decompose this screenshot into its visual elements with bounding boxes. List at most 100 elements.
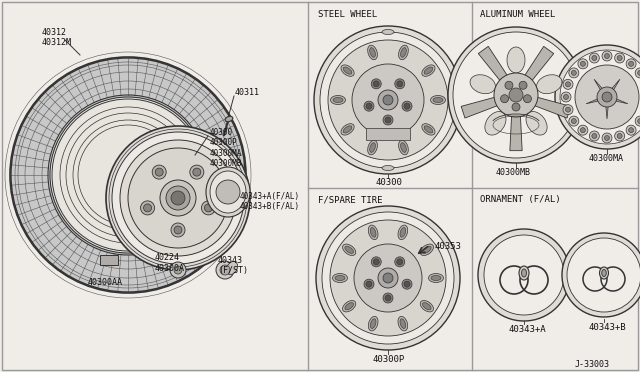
Circle shape	[378, 90, 398, 110]
Ellipse shape	[399, 45, 408, 60]
Polygon shape	[586, 97, 602, 104]
Polygon shape	[605, 103, 609, 119]
Ellipse shape	[330, 96, 346, 105]
Ellipse shape	[424, 126, 433, 133]
Circle shape	[160, 180, 196, 216]
Ellipse shape	[519, 266, 529, 280]
Text: ALUMINUM WHEEL: ALUMINUM WHEEL	[480, 10, 556, 19]
Circle shape	[617, 55, 622, 61]
Ellipse shape	[400, 319, 406, 328]
Ellipse shape	[507, 47, 525, 73]
Circle shape	[171, 223, 185, 237]
Polygon shape	[612, 97, 628, 104]
Circle shape	[580, 61, 586, 66]
Circle shape	[512, 103, 520, 111]
Text: 40300A: 40300A	[155, 264, 185, 273]
Circle shape	[484, 235, 564, 315]
Text: 40224: 40224	[155, 253, 180, 262]
Circle shape	[572, 119, 577, 124]
Circle shape	[383, 293, 393, 303]
Ellipse shape	[422, 65, 435, 76]
Ellipse shape	[371, 319, 376, 328]
Circle shape	[567, 238, 640, 312]
Circle shape	[569, 116, 579, 126]
Circle shape	[505, 81, 513, 89]
Ellipse shape	[401, 48, 406, 57]
Ellipse shape	[382, 29, 394, 35]
Text: 40300AA: 40300AA	[88, 278, 123, 287]
Circle shape	[578, 59, 588, 69]
Circle shape	[635, 68, 640, 78]
Text: ORNAMENT (F/AL): ORNAMENT (F/AL)	[480, 195, 561, 204]
Ellipse shape	[368, 225, 378, 240]
Circle shape	[569, 68, 579, 78]
Circle shape	[605, 54, 609, 58]
Ellipse shape	[429, 273, 444, 282]
Circle shape	[366, 103, 372, 109]
Circle shape	[204, 204, 212, 212]
Ellipse shape	[343, 67, 352, 74]
Ellipse shape	[341, 65, 354, 76]
Text: 40300MB: 40300MB	[496, 168, 531, 177]
Ellipse shape	[398, 225, 408, 240]
Circle shape	[626, 59, 636, 69]
Text: 40343
(F/ST): 40343 (F/ST)	[218, 256, 248, 275]
Circle shape	[563, 94, 568, 99]
Circle shape	[328, 40, 448, 160]
Circle shape	[563, 105, 573, 115]
Circle shape	[314, 26, 462, 174]
Circle shape	[395, 79, 404, 89]
Ellipse shape	[398, 316, 408, 331]
Ellipse shape	[422, 124, 435, 135]
Circle shape	[383, 273, 393, 283]
Circle shape	[453, 32, 579, 158]
Circle shape	[395, 257, 404, 267]
Circle shape	[202, 201, 216, 215]
Ellipse shape	[370, 48, 376, 57]
Ellipse shape	[422, 246, 431, 253]
Polygon shape	[533, 97, 571, 118]
Circle shape	[170, 262, 186, 278]
Polygon shape	[461, 97, 499, 118]
Circle shape	[220, 265, 230, 275]
Circle shape	[602, 51, 612, 61]
Circle shape	[402, 101, 412, 111]
Circle shape	[366, 281, 372, 287]
Circle shape	[378, 268, 398, 288]
Circle shape	[385, 117, 391, 123]
Ellipse shape	[345, 303, 353, 310]
Circle shape	[628, 61, 634, 66]
Circle shape	[566, 107, 570, 112]
Text: 40311: 40311	[235, 88, 260, 97]
Circle shape	[589, 131, 599, 141]
Text: J-33003: J-33003	[575, 360, 610, 369]
Circle shape	[560, 50, 640, 144]
Circle shape	[190, 165, 204, 179]
Circle shape	[578, 125, 588, 135]
Text: 40300P: 40300P	[373, 355, 405, 364]
Circle shape	[448, 27, 584, 163]
Circle shape	[404, 281, 410, 287]
Circle shape	[397, 259, 403, 265]
Ellipse shape	[420, 301, 433, 312]
Circle shape	[602, 92, 612, 102]
Ellipse shape	[368, 45, 378, 60]
Ellipse shape	[485, 112, 506, 135]
Ellipse shape	[368, 140, 378, 155]
Circle shape	[580, 128, 586, 133]
Text: 40343+A(F/AL)
40343+B(F/AL): 40343+A(F/AL) 40343+B(F/AL)	[240, 192, 300, 211]
Circle shape	[373, 81, 380, 87]
Text: 40300: 40300	[376, 178, 403, 187]
Ellipse shape	[335, 276, 345, 280]
Circle shape	[193, 168, 201, 176]
Circle shape	[354, 244, 422, 312]
Circle shape	[589, 53, 599, 63]
Circle shape	[637, 70, 640, 76]
Circle shape	[364, 279, 374, 289]
Polygon shape	[609, 79, 620, 93]
Circle shape	[174, 266, 182, 274]
Text: F/SPARE TIRE: F/SPARE TIRE	[318, 195, 383, 204]
Circle shape	[383, 95, 393, 105]
Circle shape	[575, 65, 639, 129]
Circle shape	[605, 135, 609, 141]
